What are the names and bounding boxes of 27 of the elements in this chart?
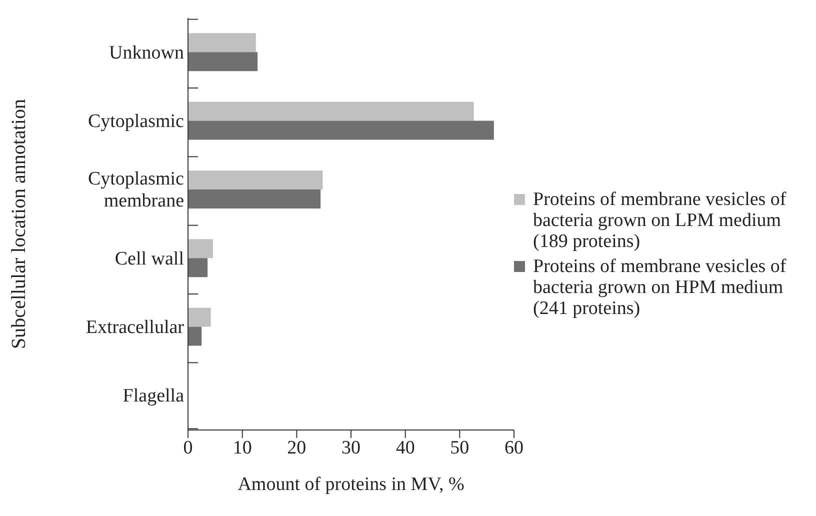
bar xyxy=(188,52,258,72)
bar xyxy=(188,258,208,278)
y-tick-label: Cytoplasmic membrane xyxy=(88,168,184,212)
legend-label: Proteins of membrane vesicles of bacteria grown on HPM medium (241 proteins) xyxy=(533,256,788,319)
x-tick-label: 60 xyxy=(504,437,524,458)
bar xyxy=(188,170,323,190)
bar xyxy=(188,308,211,327)
y-tick-label: Cytoplasmic xyxy=(88,111,184,132)
x-tick-label: 30 xyxy=(342,437,360,458)
y-tick-label: Unknown xyxy=(109,42,184,64)
bar xyxy=(188,33,256,52)
y-tick-label: Flagella xyxy=(122,386,185,407)
bar xyxy=(188,189,321,208)
bar xyxy=(188,120,494,140)
x-tick-label: 40 xyxy=(396,437,415,458)
y-tick-label: Cell wall xyxy=(114,248,184,270)
x-tick-label: 50 xyxy=(450,437,470,458)
x-tick-label: 0 xyxy=(183,437,193,458)
y-axis-title: Subcellular location annotation xyxy=(8,99,30,349)
legend-label: Proteins of membrane vesicles of bacteria grown on LPM medium (189 proteins) xyxy=(533,189,788,252)
bar xyxy=(188,239,213,258)
bar xyxy=(188,326,202,346)
y-tick-label: Extracellular xyxy=(86,317,185,338)
x-tick-label: 10 xyxy=(232,437,252,458)
x-axis-title: Amount of proteins in MV, % xyxy=(238,474,464,495)
bar xyxy=(188,102,474,121)
x-tick-label: 20 xyxy=(287,437,306,458)
